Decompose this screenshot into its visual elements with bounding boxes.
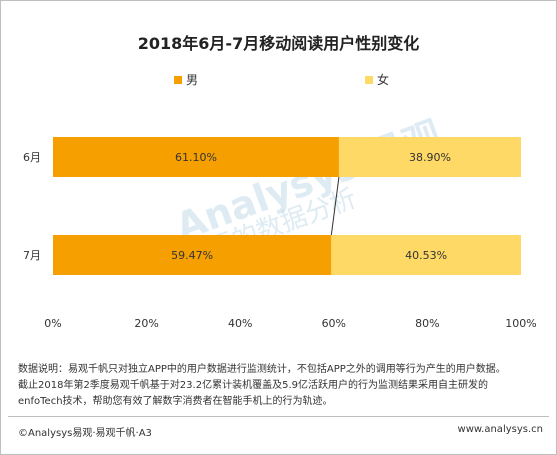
footer-copyright: ©Analysys易观·易观千帆·A3 (18, 428, 152, 439)
bar-male (53, 137, 339, 177)
data-label: 59.47% (171, 249, 213, 262)
bar-female (338, 137, 521, 177)
x-tick-label: 20% (134, 317, 158, 330)
x-tick-label: 100% (505, 317, 536, 330)
bar-female (331, 235, 521, 275)
data-note: 数据说明：易观千帆只对独立APP中的用户数据进行监测统计，不包括APP之外的调用… (18, 362, 543, 410)
legend-item-female: 女 (365, 71, 389, 88)
x-tick-label: 0% (44, 317, 61, 330)
data-note-line2: 截止2018年第2季度易观千帆基于对23.2亿累计装机覆盖及5.9亿活跃用户的行… (18, 380, 488, 391)
legend-swatch-male (174, 75, 182, 84)
legend-swatch-female (365, 75, 373, 84)
x-tick-label: 80% (415, 317, 439, 330)
legend-item-male: 男 (174, 71, 198, 88)
data-label: 38.90% (409, 151, 451, 164)
bar-chart: 6月 7月 61.10% 38.90% 59.47% 40.53% 0% 20% 40% 60% 8… (23, 137, 537, 330)
legend-label-male: 男 (186, 73, 199, 87)
footer-website: www.analysys.cn (457, 424, 543, 435)
bar-male (53, 235, 332, 275)
legend-label-female: 女 (377, 73, 390, 87)
x-tick-label: 40% (228, 317, 252, 330)
chart-title: 2018年6月-7月移动阅读用户性别变化 (137, 34, 420, 53)
data-label: 61.10% (175, 151, 217, 164)
category-label: 6月 (23, 151, 41, 164)
data-note-line1: 数据说明：易观千帆只对独立APP中的用户数据进行监测统计，不包括APP之外的调用… (18, 364, 506, 375)
category-label: 7月 (23, 249, 41, 262)
footer-divider (8, 416, 549, 417)
data-label: 40.53% (405, 249, 447, 262)
data-note-line3: enfoTech技术，帮助您有效了解数字消费者在智能手机上的行为轨迹。 (18, 396, 333, 407)
x-tick-label: 60% (322, 317, 346, 330)
connector-line (330, 176, 340, 236)
